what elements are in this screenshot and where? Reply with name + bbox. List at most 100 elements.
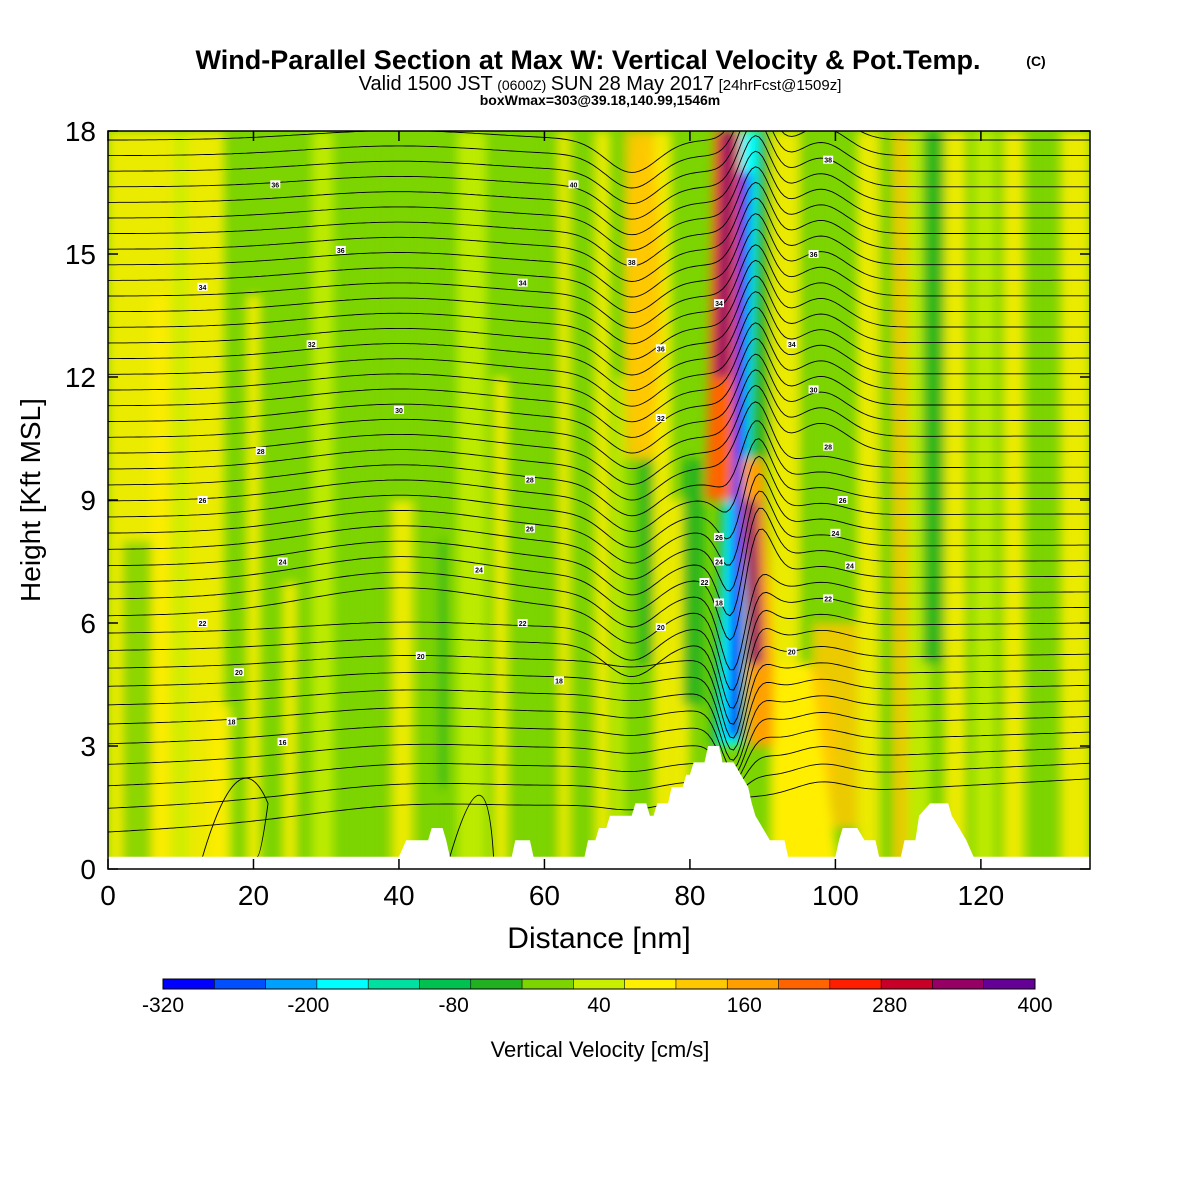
theta-contour [108,507,1090,617]
theta-label: 34 [786,340,797,349]
colorbar-swatch [163,979,215,989]
colorbar-tick-label: -320 [142,994,184,1017]
theta-contour-surface [202,777,269,858]
svg-text:22: 22 [824,596,832,603]
x-tick-label: 100 [812,880,859,911]
theta-contour [108,401,1090,501]
theta-label: 26 [524,524,535,534]
svg-text:36: 36 [657,346,665,353]
theta-label: 34 [197,282,208,292]
subtitle-forecast: [24hrFcst@1509z] [719,77,842,94]
theta-contour [108,353,1090,454]
colorbar-swatch [573,979,626,989]
theta-contour [108,213,1090,314]
theta-label: 34 [517,278,528,288]
svg-text:40: 40 [570,182,578,189]
theta-label: 26 [837,496,848,505]
theta-label: 18 [714,598,725,608]
w-band-down-core [727,172,752,738]
theta-contour [108,678,1090,761]
theta-contour [108,131,1090,173]
x-tick-label: 40 [383,880,414,911]
theta-label: 38 [823,155,834,165]
theta-label: 24 [844,561,855,571]
colorbar-label: Vertical Velocity [cm/s] [491,1037,710,1062]
theta-contour [108,627,1090,725]
svg-text:26: 26 [839,498,847,505]
theta-contour [108,438,1090,532]
x-tick-label: 120 [958,880,1005,911]
theta-label: 22 [517,619,528,628]
colorbar-tick-label: -80 [438,994,468,1017]
theta-contour [108,338,1090,438]
y-tick-label: 18 [65,116,96,147]
theta-contour [108,587,1090,691]
theta-contour [108,131,1090,189]
colorbar-swatch [368,979,420,989]
y-tick-label: 15 [65,239,96,270]
colorbar-swatch [675,979,728,989]
subtitle-date: SUN 28 May 2017 [551,73,714,95]
theta-contour [108,322,1090,423]
theta-label: 36 [808,250,819,259]
theta-contour [108,166,1090,267]
theta-contour [108,275,1090,376]
theta-label: 24 [473,565,484,575]
theta-contour [108,181,1090,282]
colorbar-swatch [983,979,1036,989]
theta-contour [108,746,1090,789]
theta-label: 24 [714,557,725,567]
svg-text:18: 18 [555,678,563,685]
svg-text:16: 16 [279,740,287,747]
colorbar-tick-label: 400 [1017,994,1052,1017]
theta-label: 20 [655,623,666,632]
svg-text:24: 24 [832,531,840,538]
theta-contour [108,420,1090,517]
colorbar-swatch [881,979,933,989]
svg-text:26: 26 [526,527,534,534]
theta-contour [108,369,1090,470]
y-axis-label: Height [Kft MSL] [15,398,46,602]
svg-text:18: 18 [228,719,236,726]
theta-label: 36 [270,180,281,189]
theta-label: 22 [197,619,208,628]
theta-label: 24 [277,557,288,567]
theta-label: 30 [808,385,819,394]
svg-text:34: 34 [199,285,207,292]
theta-contour [108,131,1090,205]
theta-contour [108,455,1090,548]
theta-contour [108,306,1090,407]
colorbar: -320 -200 -80 40 160 280 400 [142,978,1053,1017]
colorbar-swatch [624,979,677,989]
theta-label: 20 [233,668,244,677]
theta-label: 24 [830,528,841,538]
colorbar-tick-label: -200 [287,994,329,1017]
theta-label: 40 [568,180,579,189]
svg-text:24: 24 [475,568,483,575]
svg-text:32: 32 [657,416,665,423]
svg-text:20: 20 [235,670,243,677]
w-band-up-lower-core [745,500,763,664]
svg-text:26: 26 [715,535,723,542]
theta-label: 28 [524,475,535,485]
theta-contour-surface [449,794,494,857]
svg-text:34: 34 [519,281,527,288]
colorbar-swatch [316,979,369,989]
svg-text:38: 38 [628,260,636,267]
svg-text:28: 28 [824,445,832,452]
svg-text:28: 28 [526,478,534,485]
theta-contour [108,384,1090,485]
w-band-up-upper-core [714,131,736,377]
terrain-mask [108,746,1090,869]
theta-label: 30 [393,405,404,415]
colorbar-swatch [265,979,318,989]
svg-text:30: 30 [810,387,818,394]
theta-contour [108,197,1090,298]
chart-subtitle: Valid 1500 JST (0600Z) SUN 28 May 2017 [… [359,73,842,95]
theta-label: 22 [823,594,834,603]
theta-contour [108,291,1090,392]
svg-text:36: 36 [271,182,279,189]
theta-label: 20 [415,651,426,661]
